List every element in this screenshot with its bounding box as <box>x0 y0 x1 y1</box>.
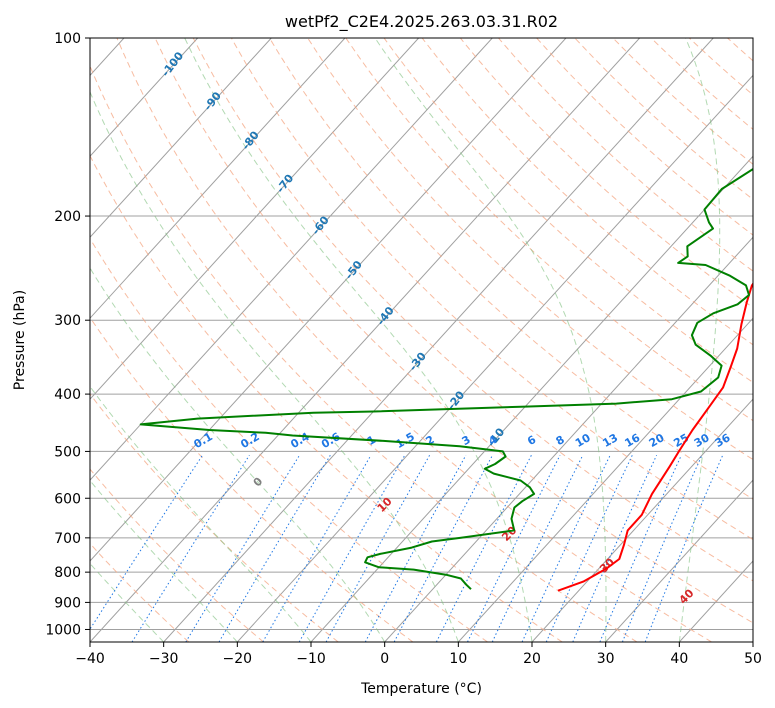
x-tick-label: 20 <box>523 651 541 667</box>
dry-adiabat-line <box>421 38 753 346</box>
mixing-ratio-line <box>218 454 331 642</box>
mixing-ratio-line <box>491 454 584 642</box>
y-axis-ticks: 100 200 300 400 500 600 700 800 900 1000 <box>45 31 90 638</box>
x-tick-label: −40 <box>75 651 105 667</box>
isotherm-line <box>90 38 641 642</box>
moist-adiabat-line <box>90 90 459 642</box>
moist-adiabat-line <box>90 385 312 642</box>
dry-adiabat-line <box>459 38 753 309</box>
moist-adiabat-lines <box>90 38 753 642</box>
x-axis-label: Temperature (°C) <box>360 681 482 697</box>
y-tick-label: 800 <box>54 565 81 581</box>
chart-title: wetPf2_C2E4.2025.263.03.31.R02 <box>285 12 558 32</box>
isotherm-line <box>90 38 272 238</box>
mixing-ratio-line <box>131 454 250 642</box>
isotherm-line <box>457 317 753 642</box>
y-tick-label: 1000 <box>45 622 81 638</box>
y-tick-label: 900 <box>54 595 81 611</box>
isotherm-line <box>236 74 753 642</box>
x-axis-ticks: −40 −30 −20 −10 0 10 20 30 40 50 <box>75 642 762 667</box>
temperature-profile-line <box>557 282 753 592</box>
y-tick-label: 300 <box>54 313 81 329</box>
isotherm-line <box>163 38 714 642</box>
isotherm-line <box>90 38 493 481</box>
mixing-ratio-line <box>90 454 203 631</box>
isotherm-line <box>531 398 753 642</box>
plot-area: -100-90-80-70-60-50-40-30-20-100.1 0.2 0.4… <box>90 38 753 642</box>
dry-adiabat-line <box>268 38 753 500</box>
mixing-ratio-line <box>364 454 467 642</box>
moist-adiabat-line <box>374 38 607 642</box>
mixing-ratio-lines <box>90 454 724 642</box>
x-tick-label: −30 <box>149 651 179 667</box>
profile-series <box>139 167 753 592</box>
dry-adiabat-line <box>116 38 712 642</box>
dry-adiabat-line <box>307 38 753 461</box>
y-axis-label: Pressure (hPa) <box>12 290 28 390</box>
dewpoint-profile-line <box>139 167 753 590</box>
dry-adiabat-line <box>90 316 414 642</box>
mixing-ratio-line <box>599 454 682 642</box>
dry-adiabat-line <box>345 38 753 422</box>
mixing-ratio-line <box>644 454 724 642</box>
x-tick-label: 0 <box>380 651 389 667</box>
y-tick-label: 400 <box>54 387 81 403</box>
mixing-ratio-line <box>393 454 493 642</box>
dry-adiabat-line <box>90 237 488 642</box>
dry-adiabat-lines <box>90 38 753 642</box>
dry-adiabat-line <box>90 64 638 642</box>
moist-adiabat-line <box>90 267 386 642</box>
x-tick-label: −10 <box>296 651 326 667</box>
y-tick-label: 200 <box>54 209 81 225</box>
axes-frame <box>89 37 754 643</box>
dry-adiabat-line <box>154 38 753 624</box>
isotherm-line <box>90 38 346 319</box>
dry-adiabat-line <box>90 468 264 642</box>
dry-adiabat-line <box>90 154 563 642</box>
x-tick-label: 50 <box>744 651 762 667</box>
y-tick-label: 600 <box>54 491 81 507</box>
isotherm-line <box>605 479 753 642</box>
x-tick-label: 40 <box>670 651 688 667</box>
isotherm-line <box>90 38 199 158</box>
mixing-ratio-line <box>185 454 300 642</box>
y-tick-label: 500 <box>54 444 81 460</box>
x-tick-label: 30 <box>597 651 615 667</box>
isotherm-line <box>384 236 753 642</box>
isotherm-line <box>90 38 420 400</box>
mixing-ratio-line <box>435 454 532 642</box>
x-tick-label: −20 <box>223 651 253 667</box>
y-tick-label: 700 <box>54 531 81 547</box>
x-tick-label: 10 <box>449 651 467 667</box>
moist-adiabat-line <box>678 38 721 642</box>
dry-adiabat-line <box>574 38 753 201</box>
moist-adiabat-line <box>184 38 533 642</box>
mixing-ratio-line <box>621 454 703 642</box>
isotherm-lines <box>90 38 753 642</box>
dry-adiabat-line <box>536 38 753 236</box>
dry-adiabat-line <box>230 38 753 541</box>
isotherm-line <box>90 38 567 562</box>
dry-adiabat-line <box>192 38 753 582</box>
y-tick-label: 100 <box>54 31 81 47</box>
